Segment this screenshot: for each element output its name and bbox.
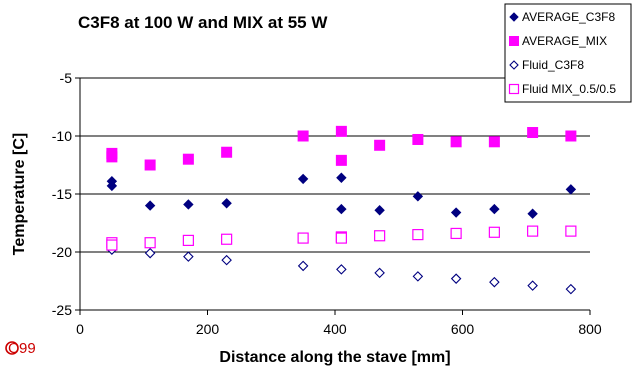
footer-mark-c: C (8, 340, 19, 357)
legend-marker (509, 12, 519, 22)
data-point (183, 251, 194, 262)
chart-title: C3F8 at 100 W and MIX at 55 W (78, 13, 328, 32)
data-point (374, 205, 385, 216)
data-point (144, 247, 156, 259)
data-point (336, 264, 347, 275)
data-point (336, 203, 347, 215)
data-point (489, 203, 500, 215)
data-point (412, 229, 424, 241)
data-point (374, 267, 385, 279)
data-point (527, 127, 539, 139)
circle-c-logo-icon (5, 341, 19, 355)
x-tick-label: 800 (578, 321, 602, 337)
data-point (221, 146, 233, 158)
data-point (144, 159, 156, 171)
data-point (450, 207, 462, 218)
series-1 (106, 172, 577, 219)
data-point (106, 180, 118, 192)
y-tick-label: -25 (52, 302, 72, 318)
legend-label: Fluid_C3F8 (522, 58, 584, 72)
data-point (106, 239, 118, 251)
data-point (450, 227, 462, 240)
data-point (488, 136, 500, 148)
data-point (221, 198, 232, 209)
data-point (335, 232, 347, 244)
legend-label: Fluid MIX_0.5/0.5 (522, 82, 616, 96)
y-tick-label: -20 (52, 244, 72, 260)
data-point (144, 237, 156, 249)
data-point (527, 280, 538, 291)
data-point (412, 271, 424, 282)
y-tick-label: -15 (52, 186, 72, 202)
data-point (182, 153, 194, 165)
series-2 (106, 125, 577, 171)
y-ticks: -5 -10 -15 -20 -25 (52, 70, 80, 318)
series-3 (106, 244, 577, 295)
x-tick-label: 600 (451, 321, 475, 337)
data-point (297, 260, 309, 272)
data-point (297, 232, 309, 244)
legend: AVERAGE_C3F8 AVERAGE_MIX Fluid_C3F8 Fluid M… (504, 3, 632, 103)
data-point (106, 151, 118, 163)
data-point (183, 199, 194, 210)
data-point (565, 130, 577, 142)
data-point (450, 273, 462, 284)
data-point (565, 184, 577, 195)
data-point (144, 200, 156, 211)
x-tick-label: 200 (196, 321, 220, 337)
legend-marker (509, 36, 519, 46)
data-point (527, 208, 538, 219)
data-series (106, 125, 577, 295)
legend-marker (508, 83, 520, 95)
data-point (374, 230, 386, 242)
x-tick-label: 0 (76, 321, 84, 337)
legend-box (504, 3, 632, 103)
x-tick-label: 400 (323, 321, 347, 337)
data-point (489, 276, 500, 288)
footer-mark-text: 99 (19, 340, 36, 357)
x-ticks: 0 200 400 600 800 (76, 310, 602, 337)
data-point (565, 225, 577, 237)
series-4 (106, 225, 577, 251)
data-point (297, 173, 309, 185)
x-axis-title: Distance along the stave [mm] (219, 349, 450, 366)
gridlines (80, 77, 590, 253)
data-point (565, 283, 577, 295)
data-point (412, 133, 424, 145)
y-tick-label: -5 (60, 70, 73, 86)
legend-marker (509, 60, 519, 70)
y-tick-label: -10 (52, 128, 72, 144)
data-point (527, 225, 539, 237)
data-point (221, 254, 232, 266)
data-point (488, 226, 500, 238)
data-point (335, 154, 347, 166)
footer-mark: C 99 (5, 340, 36, 357)
data-point (221, 233, 233, 245)
data-point (374, 139, 386, 151)
legend-label: AVERAGE_C3F8 (522, 10, 615, 24)
y-axis-title: Temperature [C] (11, 133, 28, 255)
data-point (412, 191, 424, 202)
data-point (297, 130, 309, 142)
data-point (336, 172, 347, 183)
legend-label: AVERAGE_MIX (522, 34, 607, 48)
data-point (335, 125, 347, 137)
data-point (450, 136, 462, 148)
data-point (182, 234, 194, 246)
